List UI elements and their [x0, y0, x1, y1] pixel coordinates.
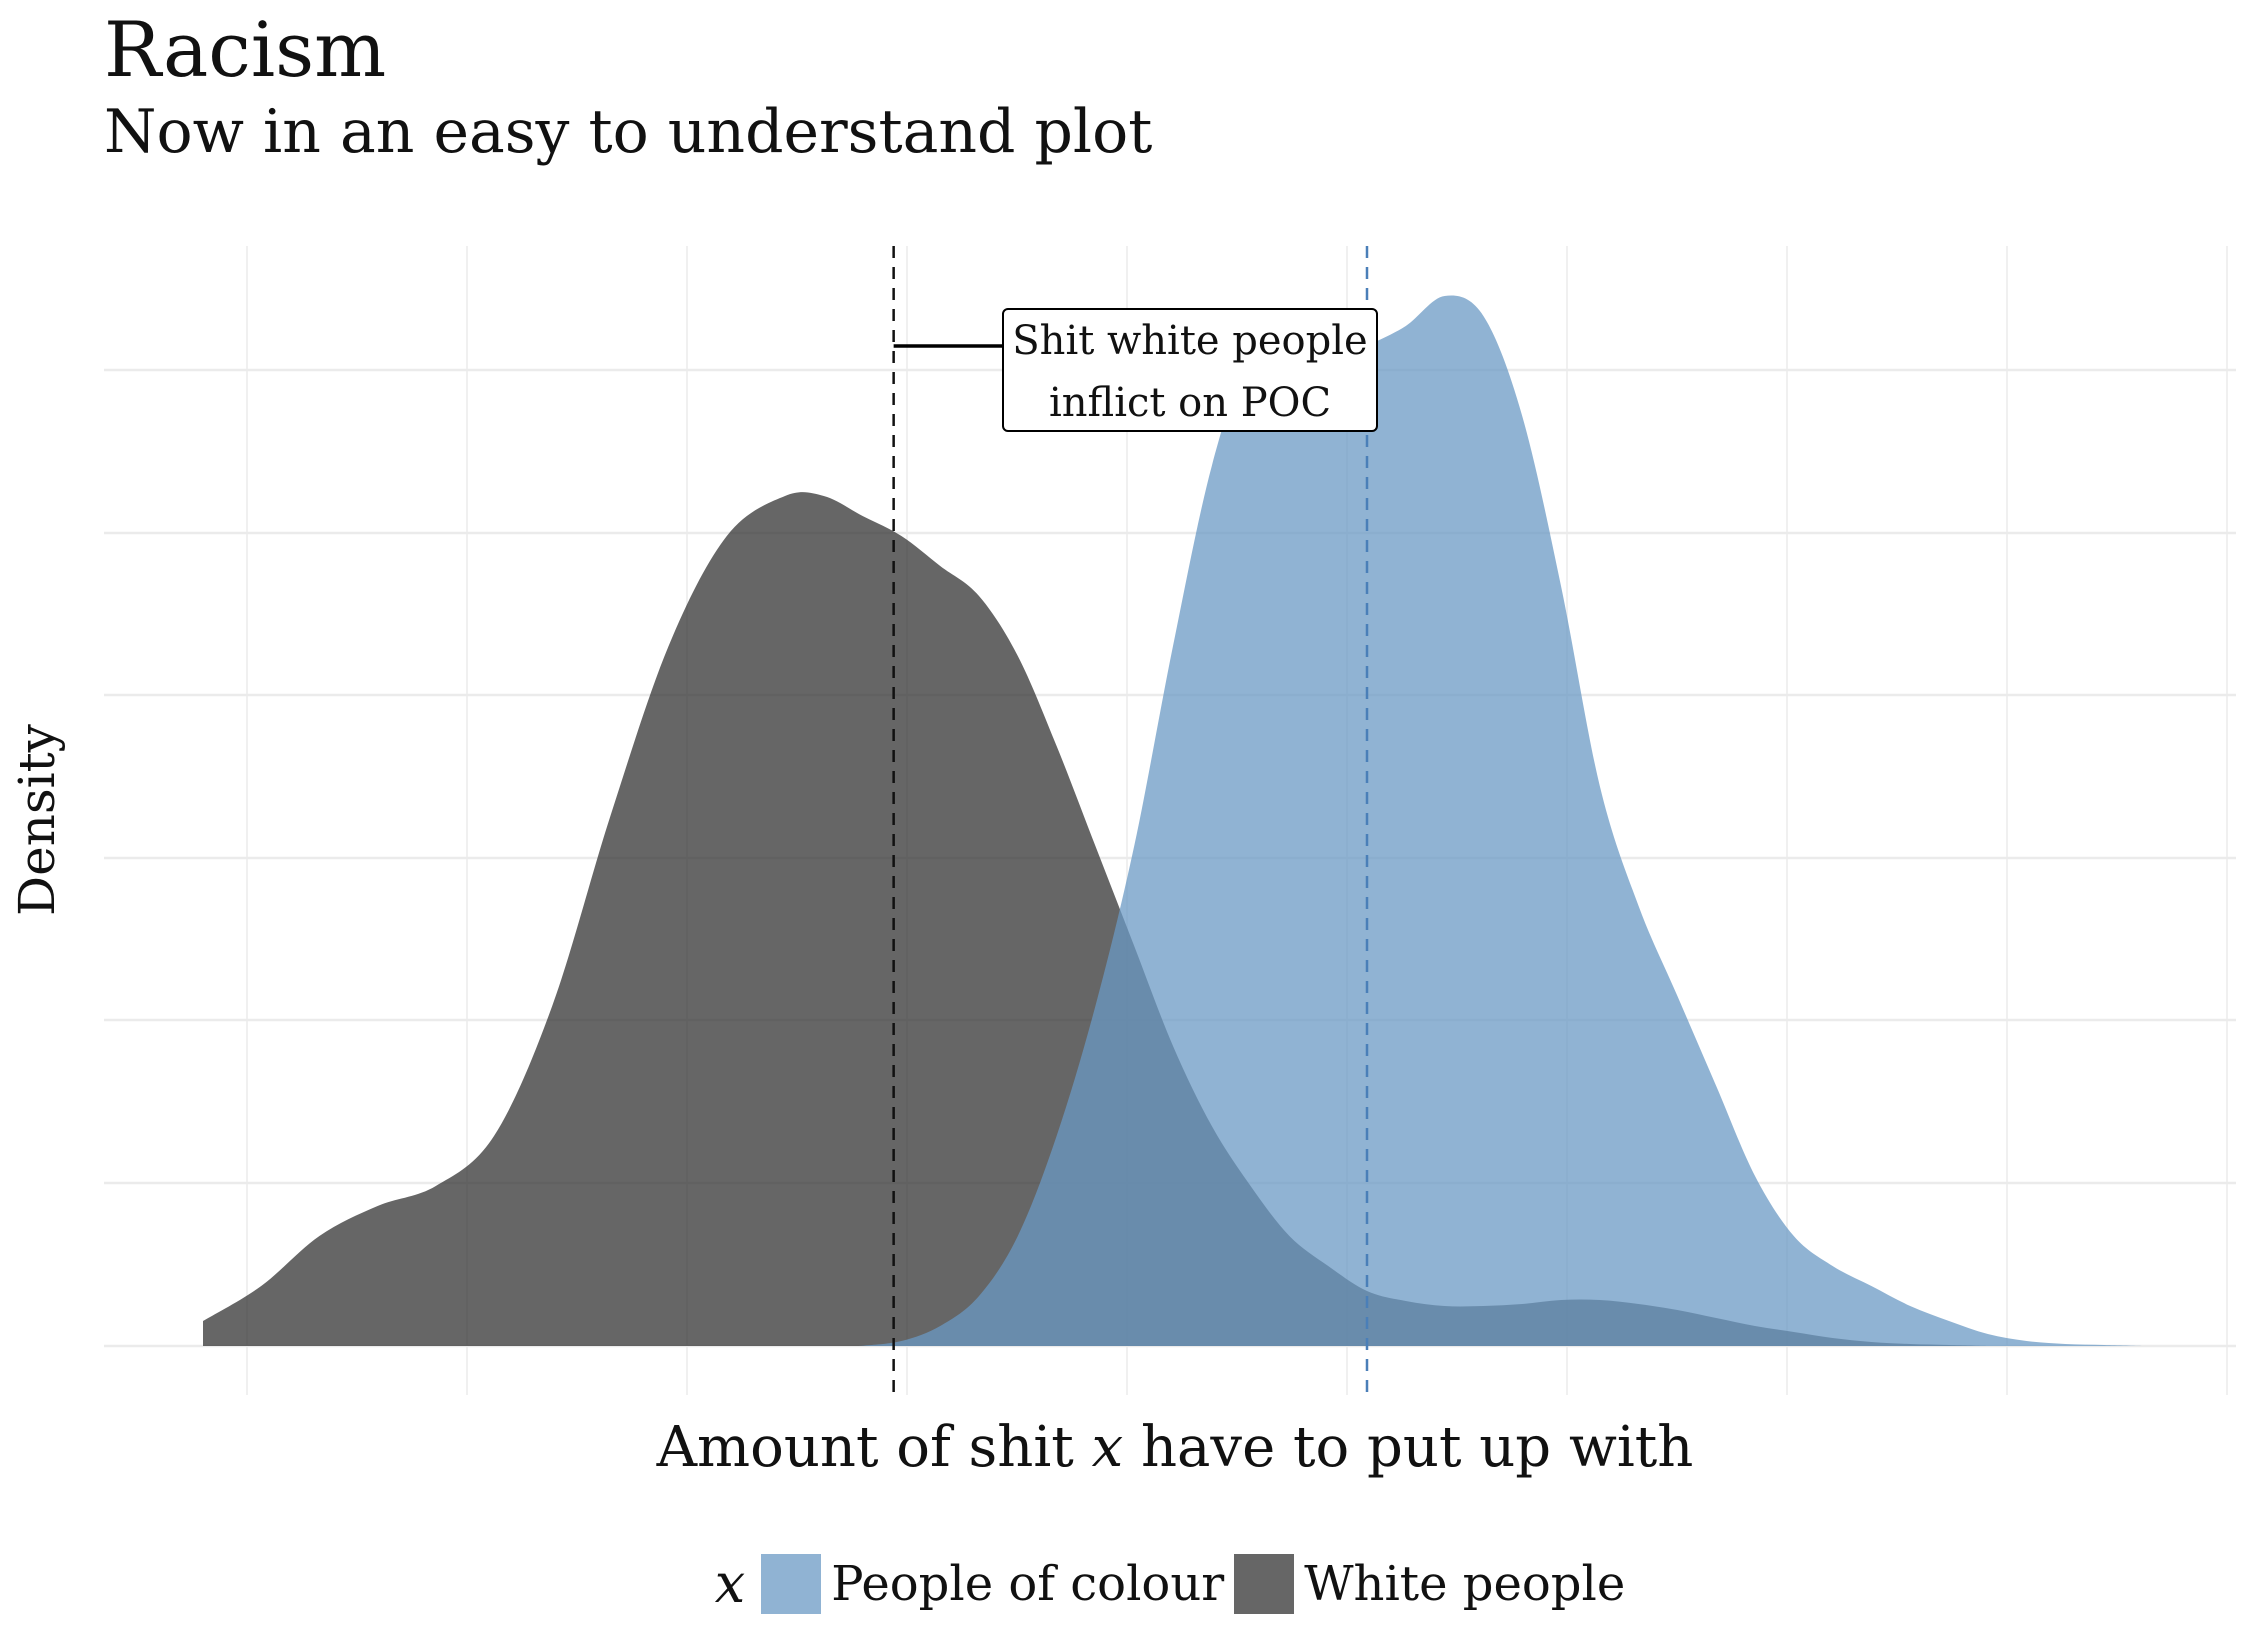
- legend-swatch-people-of-colour: [761, 1553, 822, 1614]
- legend: x People of colour White people: [0, 1552, 2250, 1615]
- density-area-white-people: [203, 492, 1988, 1346]
- legend-title: x: [714, 1552, 746, 1615]
- density-areas: [203, 295, 2143, 1346]
- x-axis-label-part-1: Amount of shit: [656, 1415, 1092, 1480]
- x-axis-label: Amount of shit x have to put up with: [0, 1415, 2250, 1480]
- chart-title: Racism: [104, 5, 387, 94]
- legend-item-white-people: White people: [1234, 1553, 1626, 1614]
- legend-swatch-white-people: [1234, 1553, 1295, 1614]
- mean-lines: [892, 246, 1369, 1400]
- chart-subtitle: Now in an easy to understand plot: [104, 97, 1153, 167]
- annotation-line-1: Shit white people: [1012, 318, 1368, 364]
- x-axis-label-variable: x: [1091, 1415, 1124, 1480]
- legend-label-white-people: White people: [1304, 1555, 1626, 1612]
- annotation-line-2: inflict on POC: [1048, 380, 1332, 426]
- density-area-people-of-colour: [858, 295, 2143, 1346]
- legend-label-people-of-colour: People of colour: [831, 1555, 1225, 1612]
- x-axis-label-part-3: have to put up with: [1123, 1415, 1694, 1480]
- y-axis-label: Density: [8, 724, 66, 916]
- annotation-label: Shit white people inflict on POC: [1002, 308, 1378, 432]
- legend-item-people-of-colour: People of colour: [761, 1553, 1225, 1614]
